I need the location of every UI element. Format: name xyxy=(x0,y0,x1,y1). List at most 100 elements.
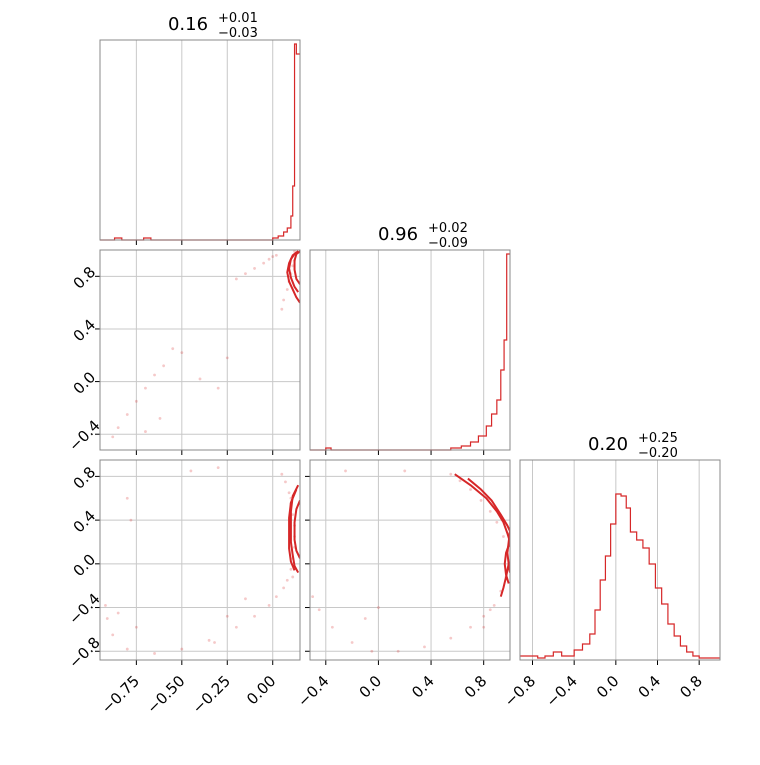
scatter-21-contour xyxy=(293,250,300,285)
scatter-21-marks xyxy=(111,250,300,439)
hist-2-title: 0.96 xyxy=(378,224,418,245)
scatter-32-point xyxy=(495,520,499,524)
scatter-32-contour xyxy=(467,477,510,532)
scatter-31-frame xyxy=(99,459,301,661)
scatter-21-point xyxy=(171,347,175,351)
scatter-21-point xyxy=(134,399,138,403)
hist-1-title: 0.16 xyxy=(168,14,208,35)
scatter-31-point xyxy=(284,480,287,484)
scatter-32-point xyxy=(370,649,374,653)
scatter-21-point xyxy=(271,255,275,258)
scatter-21-point xyxy=(111,435,115,439)
scatter-31-point xyxy=(134,625,138,629)
scatter-32-marks xyxy=(311,469,510,653)
scatter-31-contour xyxy=(288,489,298,571)
scatter-31-point xyxy=(289,567,293,571)
scatter-32-point xyxy=(317,608,321,612)
hist-3-title-upper-err: +0.25 xyxy=(638,431,678,446)
scatter-31-point xyxy=(291,575,295,579)
scatter-32-contour xyxy=(506,530,510,573)
scatter-32-point xyxy=(502,535,505,538)
scatter-32-contour xyxy=(499,563,510,597)
scatter-31-point xyxy=(129,518,133,522)
scatter-32-point xyxy=(423,645,426,649)
scatter-21-contour xyxy=(286,250,300,304)
scatter-32-point xyxy=(482,625,486,629)
scatter-21-point xyxy=(144,386,147,390)
scatter-32-contour xyxy=(454,473,510,543)
scatter-21-point xyxy=(116,426,120,430)
scatter-32-point xyxy=(350,641,354,644)
scatter-21-point xyxy=(280,307,284,311)
scatter-21-point xyxy=(262,261,266,265)
scatter-32-point xyxy=(469,488,472,491)
scatter-21-point xyxy=(144,430,147,433)
scatter-31-point xyxy=(267,603,271,607)
scatter-31-point xyxy=(280,472,284,476)
scatter-21-point xyxy=(274,253,278,257)
scatter-21-point xyxy=(180,351,184,355)
scatter-21-point xyxy=(291,264,295,268)
hist-3-title-lower-err: −0.20 xyxy=(638,446,678,461)
scatter-31-point xyxy=(253,614,256,618)
scatter-32-point xyxy=(449,636,453,640)
scatter-21-point xyxy=(162,364,166,368)
hist-1-frame xyxy=(99,39,301,241)
scatter-31-point xyxy=(216,466,220,470)
scatter-31-point xyxy=(282,586,286,590)
scatter-32-point xyxy=(449,472,453,476)
scatter-21-point xyxy=(234,277,238,281)
scatter-32-point xyxy=(377,606,380,609)
scatter-21-point xyxy=(158,417,162,420)
scatter-31-point xyxy=(116,611,120,615)
scatter-32-point xyxy=(458,479,462,483)
scatter-32-contour xyxy=(503,541,510,584)
scatter-21-point xyxy=(244,272,247,276)
scatter-21-point xyxy=(267,257,271,261)
scatter-21-point xyxy=(225,356,229,360)
scatter-31-point xyxy=(125,647,129,651)
scatter-32-point xyxy=(344,469,347,473)
scatter-31-point xyxy=(111,633,115,637)
scatter-31-point xyxy=(244,597,247,601)
scatter-31-point xyxy=(189,469,193,473)
scatter-21-point xyxy=(198,377,202,381)
scatter-31-point xyxy=(104,603,107,607)
scatter-32-point xyxy=(488,608,492,612)
hist-3-frame xyxy=(519,459,721,661)
hist-2-frame xyxy=(309,249,511,451)
hist-2-title-upper-err: +0.02 xyxy=(428,221,468,236)
scatter-21-frame xyxy=(99,249,301,451)
scatter-21-point xyxy=(125,413,129,416)
scatter-31-point xyxy=(207,638,211,642)
scatter-31-point xyxy=(225,614,229,618)
scatter-31-point xyxy=(234,625,238,629)
scatter-32-point xyxy=(488,509,492,513)
scatter-31-point xyxy=(105,617,109,620)
scatter-32-point xyxy=(311,595,315,599)
scatter-31-point xyxy=(153,652,156,655)
scatter-31-point xyxy=(213,641,216,644)
scatter-21-point xyxy=(282,298,286,302)
hist-1-title-lower-err: −0.03 xyxy=(218,26,258,41)
hist-3-step-line xyxy=(520,493,720,659)
scatter-31-point xyxy=(291,513,295,517)
hist-2-title-lower-err: −0.09 xyxy=(428,236,468,251)
scatter-31-marks xyxy=(104,466,300,655)
hist-1-title-upper-err: +0.01 xyxy=(218,11,258,26)
scatter-31-contour xyxy=(293,500,300,559)
scatter-31-point xyxy=(287,491,291,495)
scatter-31-point xyxy=(125,496,129,500)
scatter-31-point xyxy=(180,647,184,651)
scatter-21-point xyxy=(285,288,289,291)
scatter-21-point xyxy=(293,250,296,253)
scatter-32-frame xyxy=(309,459,511,661)
scatter-32-point xyxy=(363,617,367,620)
scatter-32-point xyxy=(396,649,400,653)
scatter-32-point xyxy=(492,603,496,607)
scatter-21-point xyxy=(253,267,256,270)
scatter-21-point xyxy=(153,373,156,377)
scatter-32-point xyxy=(330,625,334,629)
